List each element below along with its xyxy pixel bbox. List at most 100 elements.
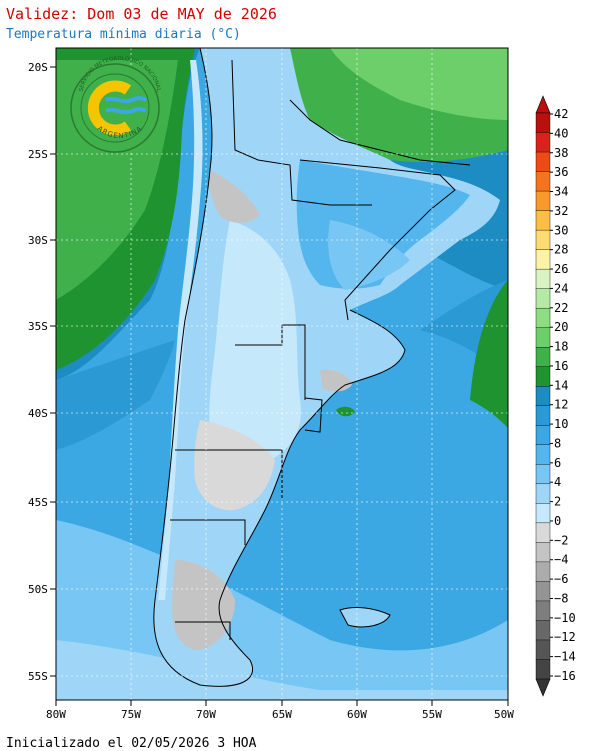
- colorbar-swatch: [535, 600, 551, 621]
- colorbar: 424038363432302826242220181614121086420−…: [535, 95, 576, 697]
- political-borders: [153, 48, 471, 687]
- colorbar-label: 6: [554, 456, 561, 470]
- colorbar-swatch: [535, 210, 551, 231]
- colorbar-max-arrow: [535, 95, 551, 114]
- litoral-band: [328, 220, 410, 290]
- colorbar-swatch: [535, 620, 551, 641]
- colorbar-swatch: [535, 425, 551, 446]
- logo-disc: [70, 63, 160, 153]
- colorbar-swatch: [535, 171, 551, 192]
- colorbar-swatch: [535, 307, 551, 329]
- init-time: Inicializado el 02/05/2026 3 HOA: [6, 736, 257, 751]
- colorbar-label: 28: [554, 243, 568, 257]
- lat-tick-label: 55S: [28, 670, 48, 683]
- colorbar-min-arrow: [535, 678, 551, 697]
- map-title: Validez: Dom 03 de MAY de 2026: [6, 5, 277, 23]
- colorbar-label: −16: [554, 669, 576, 683]
- colorbar-swatch: [535, 483, 551, 504]
- tropical-land-hot: [330, 48, 508, 120]
- coastal-green-spot: [336, 406, 355, 417]
- colorbar-swatch: [535, 503, 551, 524]
- colorbar-swatch: [535, 151, 551, 173]
- lon-tick-label: 80W: [46, 708, 66, 721]
- colorbar-swatch: [535, 659, 551, 680]
- colorbar-swatch: [535, 561, 551, 582]
- colorbar-label: 32: [554, 204, 568, 218]
- patagonia-freeze-south: [171, 560, 235, 650]
- colorbar-label: 24: [554, 281, 568, 295]
- colorbar-swatch: [535, 639, 551, 660]
- colorbar-swatch: [535, 581, 551, 602]
- colorbar-label: 36: [554, 165, 568, 179]
- lon-tick-label: 75W: [121, 708, 141, 721]
- puna-freeze: [209, 170, 260, 223]
- colorbar-label: 30: [554, 223, 568, 237]
- colorbar-label: 2: [554, 495, 561, 509]
- colorbar-label: 22: [554, 301, 568, 315]
- colorbar-swatch: [535, 327, 551, 348]
- colorbar-label: 8: [554, 436, 561, 450]
- colorbar-swatch: [535, 268, 551, 290]
- colorbar-label: 42: [554, 107, 568, 121]
- colorbar-label: 16: [554, 359, 568, 373]
- lat-tick-label: 20S: [28, 61, 48, 74]
- lat-tick-label: 45S: [28, 496, 48, 509]
- lat-tick-label: 35S: [28, 320, 48, 333]
- colorbar-label: 38: [554, 146, 568, 160]
- map-subtitle: Temperatura mínima diaria (°C): [6, 27, 241, 42]
- graticule: [56, 48, 508, 700]
- central-cold: [209, 220, 301, 468]
- lon-tick-label: 60W: [347, 708, 367, 721]
- logo-wave-top: [105, 96, 147, 104]
- colorbar-label: 14: [554, 378, 568, 392]
- colorbar-label: 12: [554, 398, 568, 412]
- patagonia-freeze-north: [194, 420, 275, 511]
- lon-tick-label: 70W: [196, 708, 216, 721]
- colorbar-swatch: [535, 542, 551, 563]
- colorbar-label: 0: [554, 514, 561, 528]
- logo-inner-ring: [80, 73, 150, 143]
- smn-logo: SERVICIO METEOROLÓGICO NACIONAL ARGENTIN…: [70, 55, 162, 153]
- andes-strip: [158, 60, 203, 600]
- colorbar-label: 40: [554, 126, 568, 140]
- colorbar-swatch: [535, 522, 551, 543]
- colorbar-swatch: [535, 347, 551, 368]
- colorbar-swatch: [535, 112, 551, 134]
- colorbar-swatch: [535, 386, 551, 407]
- lon-tick-label: 55W: [422, 708, 442, 721]
- colorbar-label: 20: [554, 320, 568, 334]
- colorbar-swatch: [535, 132, 551, 153]
- lat-tick-label: 40S: [28, 407, 48, 420]
- colorbar-label: −14: [554, 650, 576, 664]
- lat-tick-label: 30S: [28, 234, 48, 247]
- lon-tick-label: 65W: [272, 708, 292, 721]
- colorbar-label: 18: [554, 340, 568, 354]
- map-field: [56, 48, 508, 700]
- colorbar-swatch: [535, 229, 551, 251]
- pacific-mid-band: [56, 340, 175, 450]
- colorbar-label: 26: [554, 262, 568, 276]
- colorbar-label: −8: [554, 591, 568, 605]
- colorbar-swatch: [535, 190, 551, 212]
- lon-axis: 80W 75W 70W 65W 60W 55W 50W: [46, 700, 514, 721]
- lon-tick-label: 50W: [494, 708, 514, 721]
- atlantic-green: [470, 280, 508, 428]
- colorbar-label: 10: [554, 417, 568, 431]
- colorbar-swatch: [535, 405, 551, 426]
- colorbar-swatch: [535, 366, 551, 387]
- lat-tick-label: 25S: [28, 148, 48, 161]
- lat-tick-label: 50S: [28, 583, 48, 596]
- logo-sun-arc: [87, 80, 132, 136]
- colorbar-swatch: [535, 444, 551, 465]
- colorbar-label: 34: [554, 185, 568, 199]
- south-ocean-cold: [56, 640, 508, 700]
- colorbar-swatch: [535, 249, 551, 270]
- colorbar-label: 4: [554, 475, 561, 489]
- lat-axis: 20S 25S 30S 35S 40S 45S 50S 55S: [28, 61, 56, 683]
- colorbar-label: −10: [554, 611, 576, 625]
- colorbar-label: −4: [554, 553, 568, 567]
- colorbar-label: −2: [554, 533, 568, 547]
- colorbar-label: −6: [554, 572, 568, 586]
- logo-wave-bottom: [105, 107, 147, 115]
